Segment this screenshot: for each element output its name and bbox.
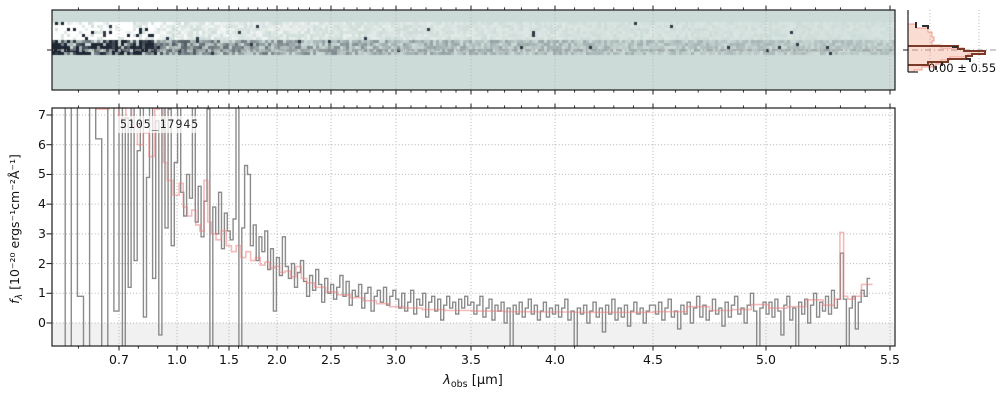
x-axis-symbol: λ <box>443 373 451 388</box>
x-tick-label: 4.0 <box>545 352 565 367</box>
x-tick-label: 4.5 <box>643 352 663 367</box>
y-tick-label: 0 <box>38 315 46 330</box>
object-id-label: 5105_17945 <box>116 116 204 133</box>
x-axis-subscript: obs <box>450 379 468 390</box>
x-axis-units: [μm] <box>467 373 503 388</box>
x-tick-label: 3.0 <box>386 352 406 367</box>
x-tick-label: 0.7 <box>109 352 129 367</box>
x-axis-title: λobs [μm] <box>413 373 533 390</box>
y-tick-label: 7 <box>38 107 46 122</box>
y-tick-label: 1 <box>38 285 46 301</box>
x-tick-label: 1.5 <box>219 352 239 367</box>
y-tick-label: 2 <box>38 255 46 271</box>
x-tick-label: 1.0 <box>167 352 187 367</box>
y-tick-label: 3 <box>38 225 46 241</box>
x-tick-label: 3.5 <box>461 352 481 367</box>
profile-stat-label: 0.00 ± 0.55 <box>928 61 997 75</box>
y-tick-label: 5 <box>38 166 46 182</box>
spectrum-2d-image <box>52 10 895 90</box>
x-tick-label: 5.0 <box>756 352 776 367</box>
x-tick-label: 2.5 <box>321 352 341 367</box>
y-tick-label: 4 <box>38 196 46 212</box>
y-tick-label: 6 <box>38 136 46 152</box>
x-tick-label: 2.0 <box>267 352 287 367</box>
x-tick-label: 5.5 <box>880 352 900 367</box>
